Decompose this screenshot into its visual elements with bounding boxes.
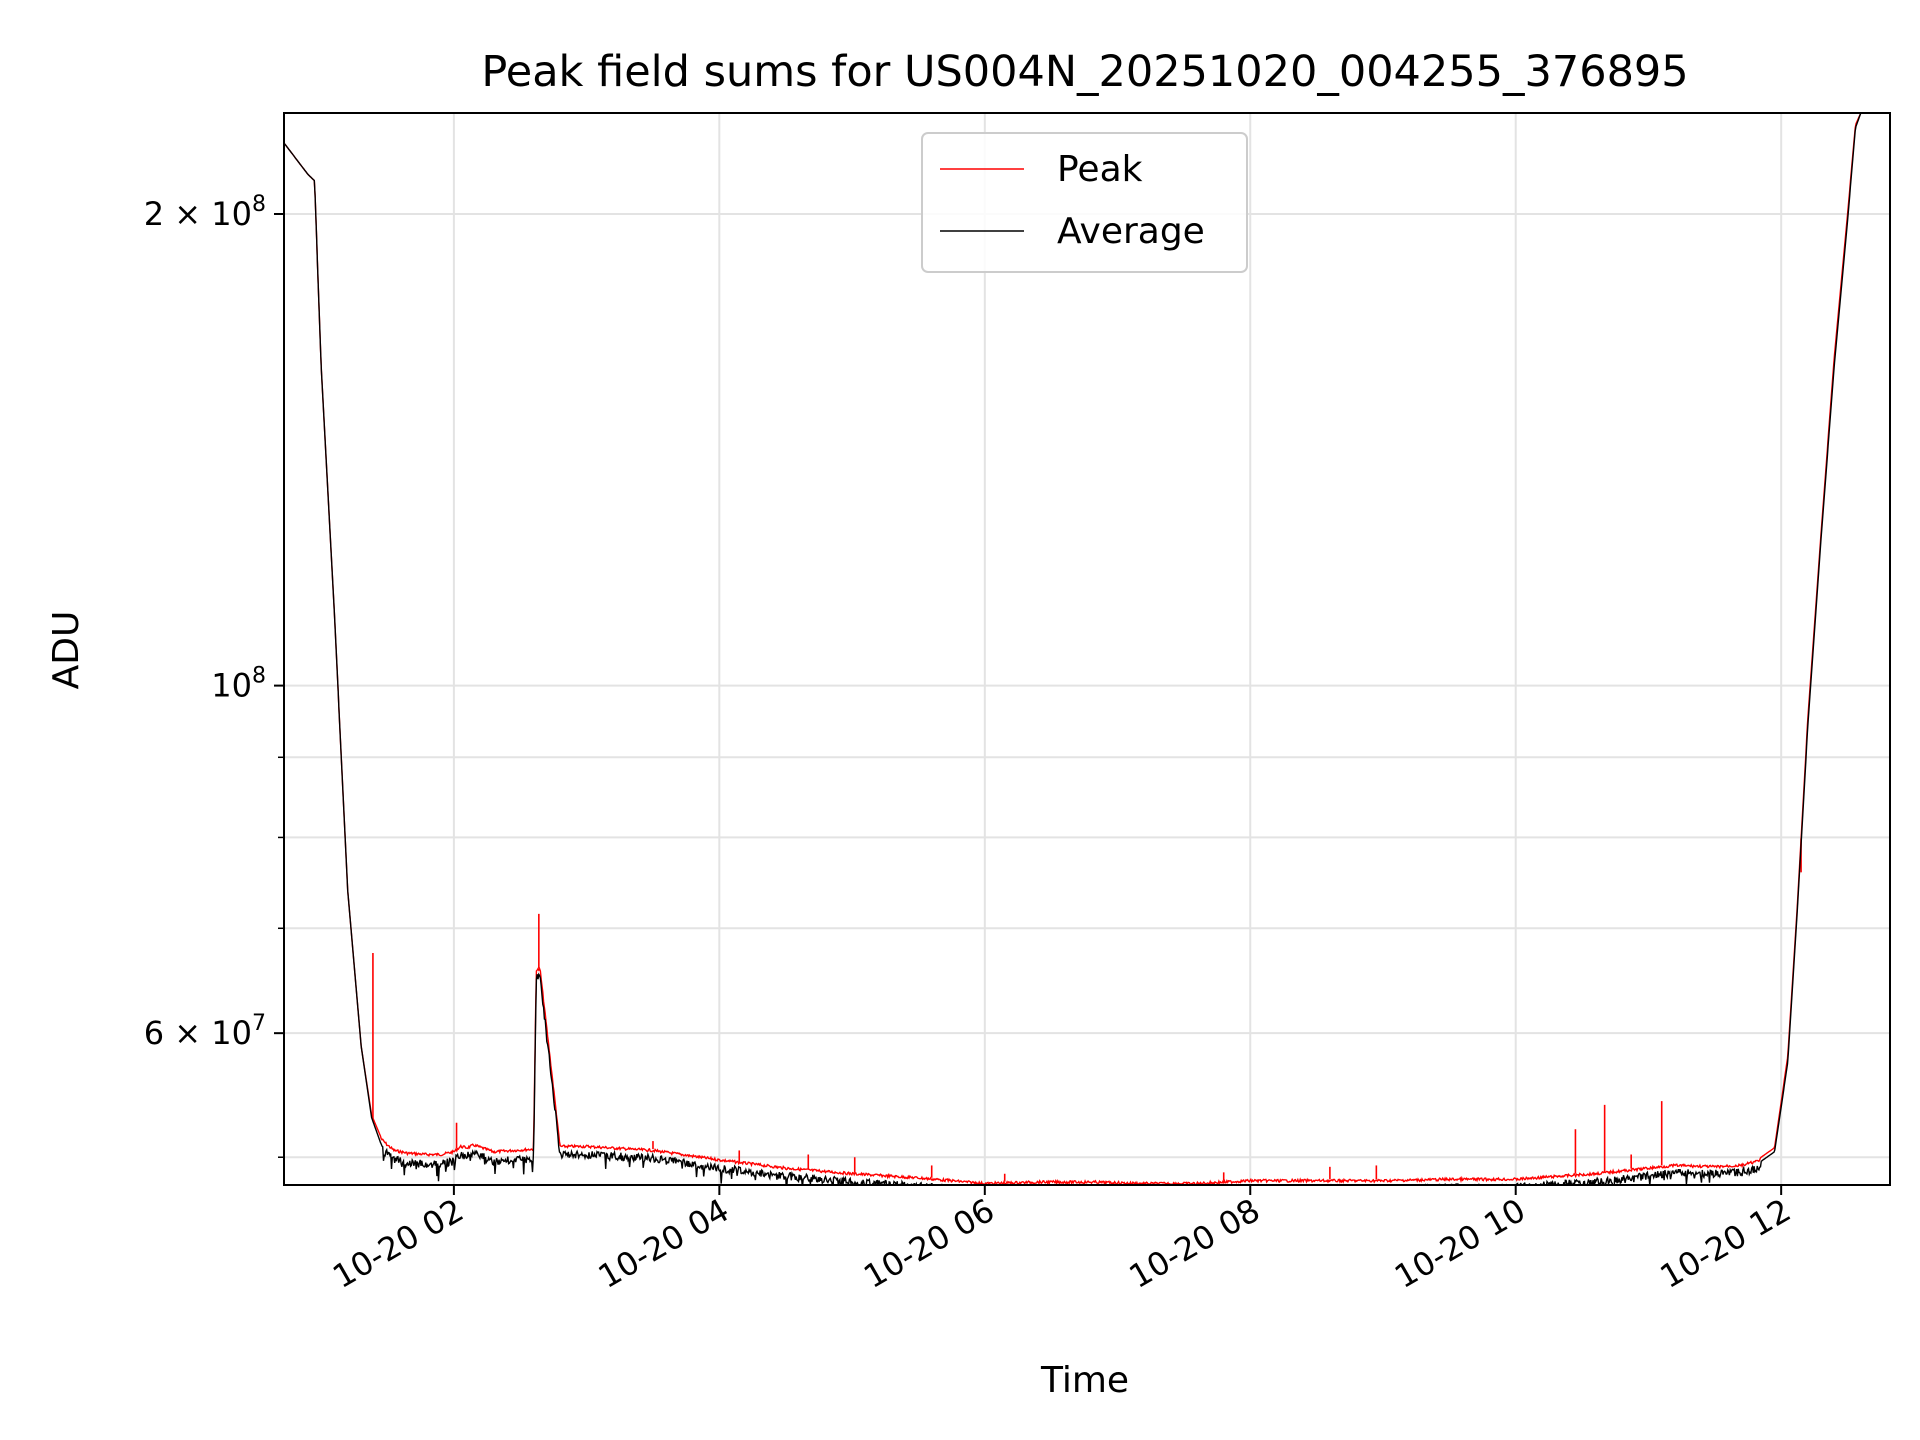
y-tick-label: 108: [211, 664, 266, 705]
y-tick-label-exponent: 8: [252, 192, 266, 217]
legend-frame: [921, 132, 1248, 273]
legend-average-label: Average: [1057, 211, 1205, 252]
y-tick-label: 6 × 107: [144, 1011, 266, 1052]
legend-peak-label: Peak: [1057, 149, 1143, 190]
peak-series-line: [284, 113, 1862, 1185]
x-axis-label: Time: [1040, 1360, 1129, 1401]
plot-frame: [283, 112, 1891, 1186]
y-tick-label: 2 × 108: [144, 192, 266, 233]
y-tick-label-exponent: 8: [252, 664, 266, 689]
grid: [284, 113, 1890, 1185]
y-tick-label-base: 2 × 10: [144, 195, 252, 233]
legend: Peak Average: [921, 132, 1248, 273]
chart-title: Peak field sums for US004N_20251020_0042…: [481, 47, 1688, 97]
y-tick-label-base: 10: [211, 667, 252, 705]
y-tick-label-base: 6 × 10: [144, 1014, 252, 1052]
average-series-layer: [284, 113, 1862, 1185]
average-series-line: [284, 113, 1862, 1185]
y-tick-label-exponent: 7: [252, 1011, 266, 1036]
y-axis-label: ADU: [46, 611, 87, 690]
peak-series-layer: [284, 113, 1862, 1185]
